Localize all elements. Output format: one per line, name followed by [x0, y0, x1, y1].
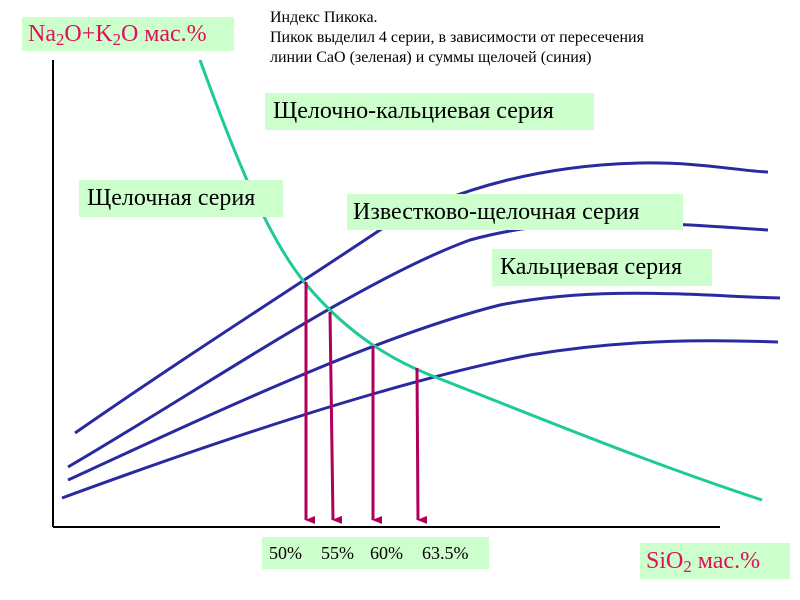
calc-alkaline-series-curve [67, 291, 781, 482]
arrow-63-5 [415, 367, 428, 524]
label-calc-alkaline-series: Известково-щелочная серия [347, 194, 683, 230]
arrow-55 [328, 311, 343, 524]
pct-63-5: 63.5% [422, 543, 469, 563]
note-line-2: линии CaO (зеленая) и суммы щелочей (син… [270, 49, 592, 66]
label-alkali-calcic-series: Щелочно-кальциевая серия [265, 93, 594, 130]
note-block: Индекс Пикока. Пикок выделил 4 серии, в … [270, 8, 770, 68]
percentages-box: 50% 55% 60% 63.5% [262, 537, 489, 569]
x-axis-label: SiO2 мас.% [640, 543, 790, 579]
pct-50: 50% [269, 543, 302, 563]
note-line-1: Пикок выделил 4 серии, в зависимости от … [270, 29, 644, 46]
note-title: Индекс Пикока. [270, 9, 378, 26]
y-axis-label: Na2O+K2O мас.% [22, 17, 234, 51]
label-alkaline-series: Щелочная серия [79, 180, 283, 217]
label-calcic-series: Кальциевая серия [492, 249, 712, 286]
calcic-series-curve [61, 339, 779, 500]
pct-55: 55% [321, 543, 354, 563]
pct-60: 60% [370, 543, 403, 563]
